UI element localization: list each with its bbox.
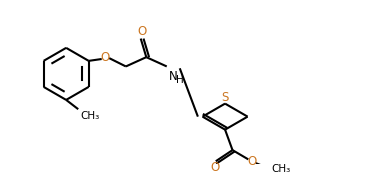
- Text: O: O: [210, 161, 219, 174]
- Text: S: S: [222, 91, 229, 104]
- Text: H: H: [176, 75, 184, 85]
- Text: O: O: [137, 25, 146, 38]
- Text: CH₃: CH₃: [272, 164, 291, 174]
- Text: N: N: [169, 70, 177, 83]
- Text: O: O: [247, 155, 257, 168]
- Text: O: O: [101, 51, 110, 64]
- Text: CH₃: CH₃: [80, 111, 99, 121]
